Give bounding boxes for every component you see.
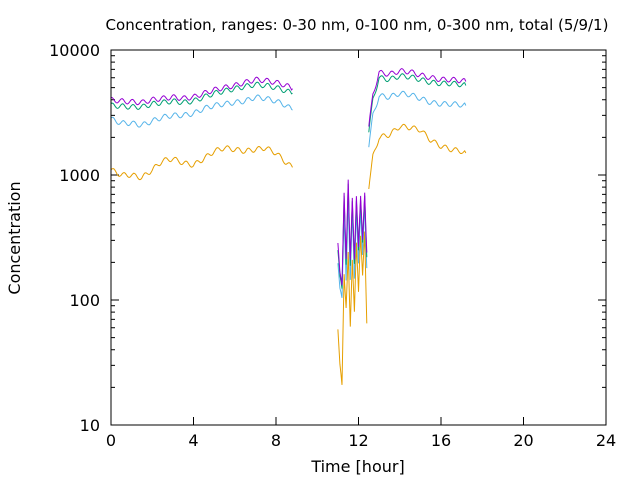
y-tick-label: 10000 [49, 41, 100, 60]
x-axis-label: Time [hour] [310, 457, 404, 476]
x-tick-label: 16 [431, 431, 451, 450]
series-0-segment-1 [337, 231, 368, 385]
y-tick-label: 1000 [59, 166, 100, 185]
axis-ticks: 0 4 8 12 16 20 24 10 100 1000 10000 [49, 41, 616, 450]
series-2-segment-0 [110, 81, 293, 110]
series-3-segment-1 [337, 179, 368, 286]
x-tick-label: 0 [106, 431, 116, 450]
y-axis-label: Concentration [5, 181, 24, 294]
chart-title: Concentration, ranges: 0-30 nm, 0-100 nm… [106, 16, 609, 34]
x-tick-label: 20 [513, 431, 533, 450]
series-3-segment-0 [110, 76, 293, 106]
series-2-segment-2 [368, 73, 467, 133]
series-0-segment-0 [110, 145, 293, 181]
series-1-segment-0 [110, 94, 293, 128]
x-tick-label: 4 [188, 431, 198, 450]
series-3-segment-2 [368, 68, 467, 127]
y-tick-label: 10 [80, 416, 100, 435]
x-tick-label: 12 [348, 431, 368, 450]
plot-frame [110, 49, 607, 426]
series-0-segment-2 [368, 123, 467, 190]
x-tick-label: 24 [596, 431, 616, 450]
y-tick-label: 100 [69, 291, 100, 310]
plot-series [110, 68, 467, 385]
x-tick-label: 8 [271, 431, 281, 450]
series-1-segment-2 [368, 90, 467, 148]
